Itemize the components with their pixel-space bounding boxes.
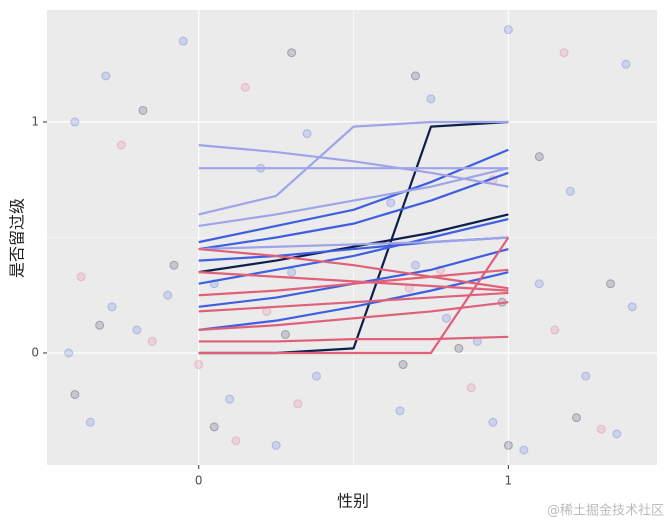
point — [147, 336, 157, 346]
curve — [198, 236, 510, 355]
point — [178, 36, 188, 46]
curve — [198, 171, 509, 251]
point — [85, 417, 95, 427]
curve — [198, 213, 509, 274]
point — [441, 313, 451, 323]
point — [287, 267, 297, 277]
curve — [198, 144, 509, 188]
curve — [198, 271, 509, 331]
curve — [198, 268, 509, 297]
point — [64, 348, 74, 358]
point — [519, 445, 529, 455]
curve — [198, 247, 509, 290]
curve — [198, 291, 509, 313]
point — [280, 330, 290, 340]
point — [101, 71, 111, 81]
point — [550, 325, 560, 335]
point — [503, 440, 513, 450]
point — [410, 71, 420, 81]
point — [410, 260, 420, 270]
point — [132, 325, 142, 335]
point — [565, 186, 575, 196]
curve — [198, 148, 509, 244]
point — [302, 129, 312, 139]
point — [488, 417, 498, 427]
point — [559, 48, 569, 58]
point — [466, 383, 476, 393]
point — [107, 302, 117, 312]
point — [293, 399, 303, 409]
point — [454, 343, 464, 353]
point — [581, 371, 591, 381]
point — [395, 406, 405, 416]
point — [95, 320, 105, 330]
point — [606, 279, 616, 289]
point — [612, 429, 622, 439]
point — [231, 436, 241, 446]
point — [426, 94, 436, 104]
point — [194, 360, 204, 370]
point — [571, 413, 581, 423]
point — [534, 279, 544, 289]
point — [271, 440, 281, 450]
x-tick-label: 1 — [505, 474, 513, 488]
point — [627, 302, 637, 312]
watermark: @稀土掘金技术社区 — [547, 503, 664, 519]
x-tick-label: 0 — [195, 474, 203, 488]
curve — [198, 167, 509, 228]
point — [386, 198, 396, 208]
x-axis-title: 性别 — [337, 492, 369, 511]
point — [169, 260, 179, 270]
point — [76, 272, 86, 282]
y-tick-label: 0 — [31, 345, 39, 359]
point — [596, 424, 606, 434]
curve — [198, 120, 509, 216]
y-axis-title: 是否留过级 — [8, 198, 27, 278]
point — [138, 105, 148, 115]
curve — [198, 301, 509, 331]
point — [287, 48, 297, 58]
point — [240, 82, 250, 92]
point — [503, 25, 513, 35]
point — [311, 371, 321, 381]
point — [163, 290, 173, 300]
point — [209, 422, 219, 432]
point — [398, 360, 408, 370]
point — [225, 394, 235, 404]
y-tick-label: 1 — [31, 115, 39, 129]
point — [116, 140, 126, 150]
point — [534, 152, 544, 162]
point — [70, 390, 80, 400]
curve — [198, 271, 509, 292]
point — [70, 117, 80, 127]
point — [621, 59, 631, 69]
curve — [198, 236, 509, 251]
curve — [198, 335, 509, 343]
